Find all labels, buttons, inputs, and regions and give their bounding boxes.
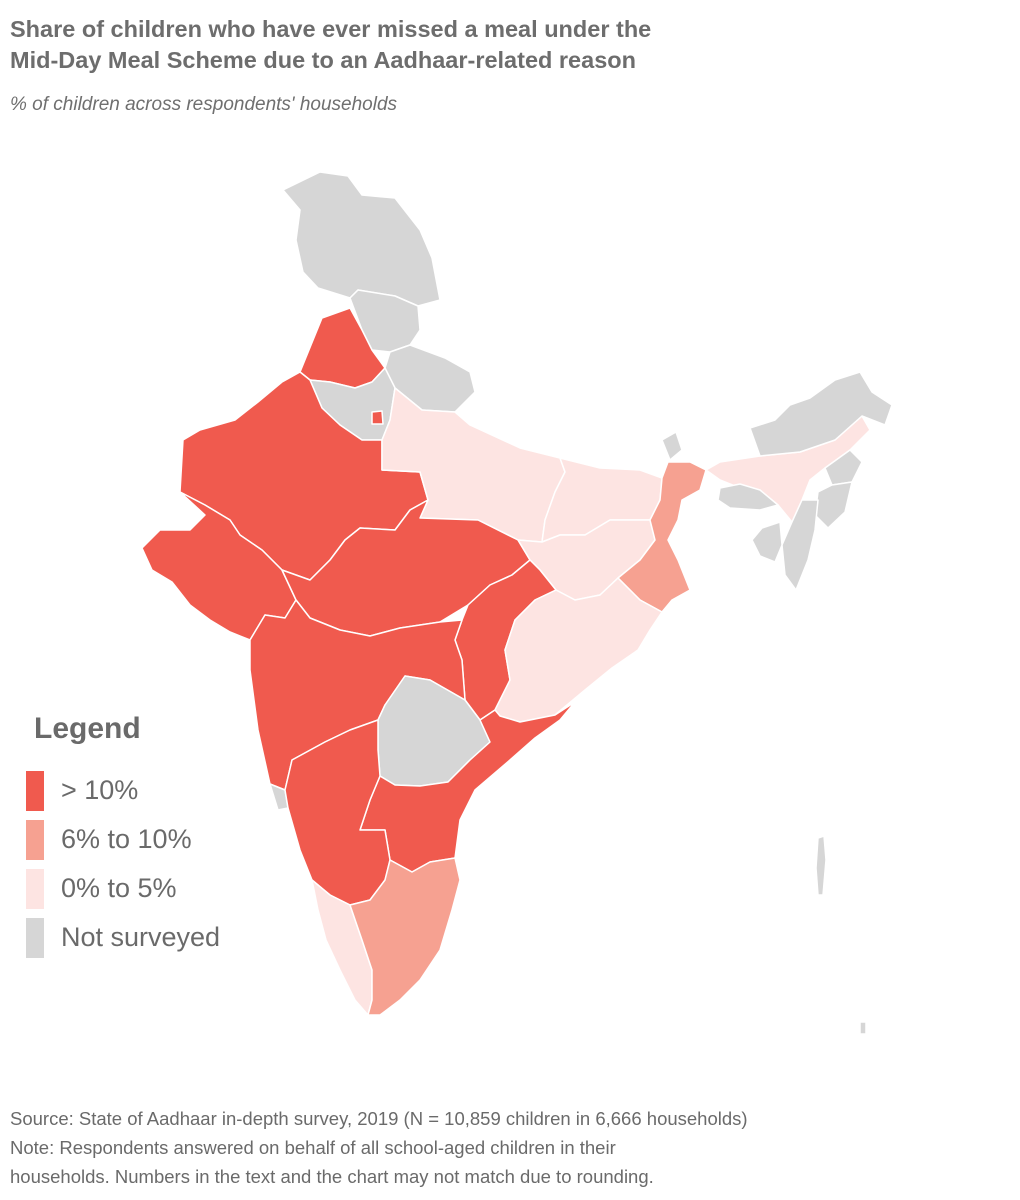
legend-label: 6% to 10% [61, 824, 192, 854]
legend-label: 0% to 5% [61, 873, 177, 903]
legend-item: 6% to 10% [26, 815, 220, 864]
source-note: Source: State of Aadhaar in-depth survey… [10, 1108, 748, 1129]
legend-swatch [26, 868, 44, 909]
footer-notes: Source: State of Aadhaar in-depth survey… [10, 1104, 1010, 1191]
legend-item: Not surveyed [26, 913, 220, 962]
region-gujarat [141, 491, 297, 641]
region-odisha [494, 577, 663, 723]
region-tripura [751, 521, 783, 563]
legend-swatch [26, 770, 44, 811]
region-manipur [814, 481, 853, 529]
region-andaman-nicobar [815, 835, 867, 1035]
region-meghalaya [717, 483, 779, 511]
region-sikkim [661, 431, 683, 461]
legend-item: 0% to 5% [26, 864, 220, 913]
chart-title-line: Mid-Day Meal Scheme due to an Aadhaar-re… [10, 47, 636, 73]
note-line: households. Numbers in the text and the … [10, 1166, 654, 1187]
region-tamil-nadu [349, 857, 461, 1016]
region-mizoram [781, 499, 819, 591]
note-line: Note: Respondents answered on behalf of … [10, 1137, 616, 1158]
chart-title: Share of children who have ever missed a… [10, 14, 1010, 76]
legend-label: Not surveyed [61, 922, 221, 952]
legend-item: > 10% [26, 766, 220, 815]
legend-swatch [26, 917, 44, 958]
region-nagaland [824, 449, 863, 486]
legend-label: > 10% [61, 775, 139, 805]
legend-swatch [26, 819, 44, 860]
chart-title-line: Share of children who have ever missed a… [10, 16, 652, 42]
region-jammu-and-kashmir [282, 171, 441, 307]
legend: Legend > 10% 6% to 10% 0% to 5% Not surv… [26, 712, 220, 962]
chart-subtitle: % of children across respondents' househ… [10, 94, 398, 115]
region-arunachal-pradesh [749, 371, 893, 457]
region-delhi [371, 410, 384, 425]
legend-title: Legend [34, 712, 141, 745]
